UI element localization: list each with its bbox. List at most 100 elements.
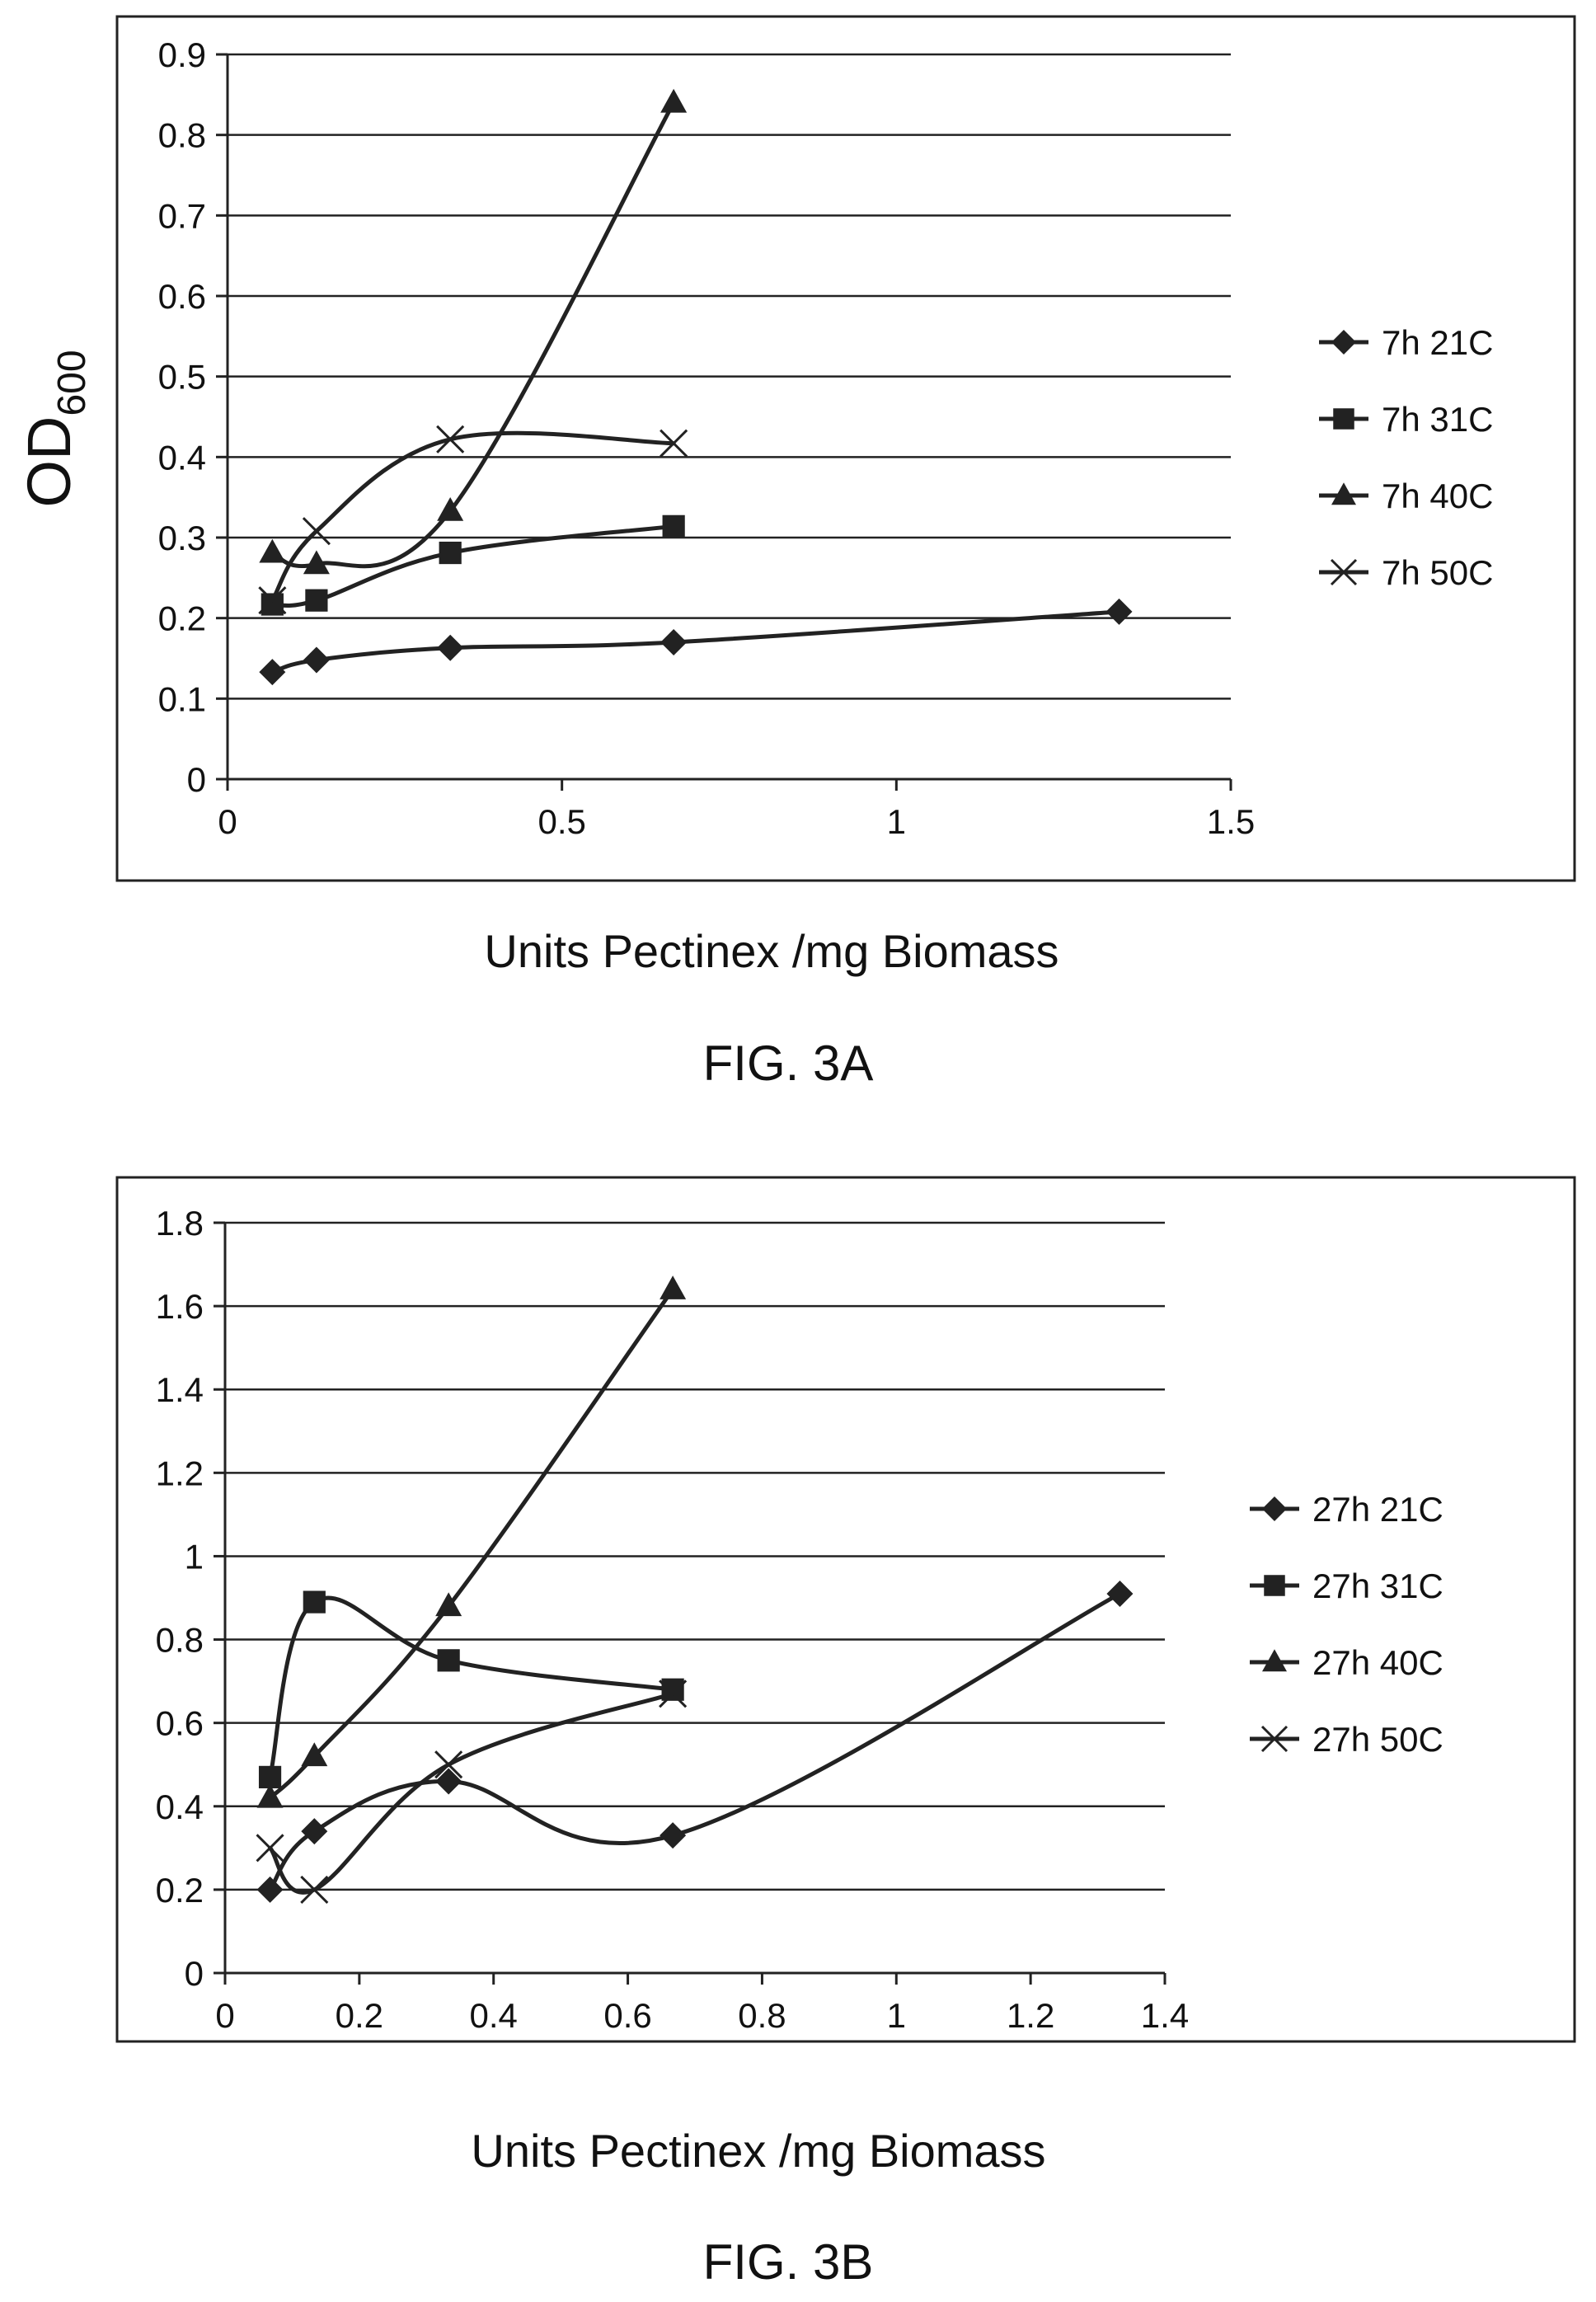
chart-3a-y-tick-label: 0.8 bbox=[158, 116, 206, 155]
chart-3b-y-tick-label: 1.6 bbox=[156, 1287, 204, 1326]
chart-3a-series-line bbox=[270, 101, 676, 569]
chart-3a-y-tick-label: 0.1 bbox=[158, 679, 206, 718]
chart-3a-gridlines bbox=[228, 53, 1231, 700]
chart-3b-x-tick-label: 1 bbox=[887, 1996, 906, 2035]
chart-3a-legend-item: 7h 50C bbox=[1319, 553, 1493, 592]
chart-3a-legend-label: 7h 21C bbox=[1382, 323, 1493, 362]
chart-3a-x-tick-label: 1 bbox=[887, 802, 906, 841]
chart-3a-y-axis-label-main: OD bbox=[15, 416, 83, 508]
chart-3b-data-point bbox=[660, 1275, 687, 1299]
chart-3a-series-line bbox=[270, 609, 1122, 674]
chart-3b-data-point bbox=[437, 1649, 460, 1672]
chart-3b-data-point bbox=[301, 1818, 328, 1845]
chart-3a-series-cross bbox=[258, 425, 688, 615]
chart-3b-frame bbox=[115, 1176, 1576, 2043]
chart-3b-data-point bbox=[434, 1750, 463, 1779]
chart-3b-series-square bbox=[258, 1590, 684, 1788]
chart-3a-y-ticks: 0 0.1 0.2 0.3 0.4 0.5 0.6 0.7 0.8 0.9 bbox=[158, 35, 228, 799]
chart-3b-series-line bbox=[268, 1595, 675, 1779]
chart-3a-series-triangle bbox=[259, 88, 688, 575]
chart-3b-data-point bbox=[660, 1822, 687, 1849]
chart-3b-data-point bbox=[256, 1834, 284, 1863]
chart-3a-data-point bbox=[662, 514, 685, 538]
chart-3a-legend-label: 7h 31C bbox=[1382, 400, 1493, 439]
chart-3a-y-tick-label: 0.3 bbox=[158, 519, 206, 557]
chart-3b-axes bbox=[223, 1223, 1165, 1975]
chart-3b-y-tick-label: 1.8 bbox=[156, 1204, 204, 1243]
chart-3b-series-line bbox=[268, 1287, 675, 1801]
chart-3a-series-line bbox=[270, 524, 676, 608]
chart-3a-y-axis-label: OD600 bbox=[15, 350, 94, 507]
chart-3b-y-tick-label: 0.6 bbox=[156, 1704, 204, 1743]
chart-3a-y-tick-label: 0.5 bbox=[158, 358, 206, 397]
chart-3b-y-tick-label: 1.4 bbox=[156, 1370, 204, 1409]
chart-3b-data-point bbox=[303, 1590, 326, 1614]
chart-3a-y-tick-label: 0 bbox=[187, 760, 206, 799]
chart-3a-legend-marker bbox=[1331, 482, 1356, 505]
chart-3a-series-line bbox=[270, 430, 676, 603]
chart-3b-x-tick-label: 0 bbox=[215, 1996, 234, 2035]
chart-3b-y-tick-label: 0.4 bbox=[156, 1788, 204, 1826]
chart-3b-x-tick-label: 0.8 bbox=[738, 1996, 786, 2035]
chart-3a-data-point bbox=[303, 550, 330, 575]
chart-3b-data-point bbox=[435, 1768, 462, 1795]
chart-3b-y-tick-label: 1 bbox=[185, 1537, 204, 1576]
chart-3b-series-cross bbox=[256, 1680, 688, 1904]
chart-3a-x-tick-label: 1.5 bbox=[1207, 802, 1255, 841]
chart-3a-data-point bbox=[436, 425, 465, 453]
chart-3a-y-tick-label: 0.2 bbox=[158, 599, 206, 638]
chart-3a-y-axis-label-sub: 600 bbox=[50, 350, 94, 416]
chart-3b-x-tick-label: 1.4 bbox=[1141, 1996, 1189, 2035]
chart-3a-legend: 7h 21C 7h 31C 7h 40C 7h 50C bbox=[1319, 323, 1493, 592]
chart-3b-x-ticks: 0 0.2 0.4 0.6 0.8 1 1.2 1.4 bbox=[215, 1973, 1189, 2035]
chart-3b-legend-label: 27h 40C bbox=[1312, 1643, 1443, 1682]
chart-3a-legend-item: 7h 40C bbox=[1319, 477, 1493, 515]
chart-3b-x-axis-label: Units Pectinex /mg Biomass bbox=[471, 2125, 1045, 2177]
chart-3a-data-point bbox=[1105, 598, 1133, 625]
chart-3a-data-point bbox=[259, 538, 286, 563]
chart-3a-data-point bbox=[437, 496, 464, 521]
chart-3b-data-point bbox=[435, 1592, 462, 1617]
chart-3b-legend-item: 27h 21C bbox=[1250, 1490, 1443, 1529]
chart-3a-y-tick-label: 0.4 bbox=[158, 438, 206, 477]
chart-3a-series bbox=[258, 88, 1133, 686]
chart-3b-caption: FIG. 3B bbox=[703, 2234, 874, 2290]
chart-3b-data-point bbox=[256, 1876, 284, 1903]
chart-3a-data-point bbox=[437, 634, 464, 661]
chart-3b-x-tick-label: 0.6 bbox=[603, 1996, 651, 2035]
chart-3b-data-point bbox=[300, 1875, 329, 1904]
chart-3b-gridlines bbox=[225, 1221, 1165, 1891]
chart-3b: 0 0.2 0.4 0.6 0.8 1 1.2 1.4 1.6 1.8 0 0.2 0.4 0.6 0.8… bbox=[115, 1176, 1576, 2290]
chart-3b-data-point bbox=[256, 1783, 284, 1808]
chart-3b-legend-marker bbox=[1264, 1575, 1285, 1596]
chart-3a-data-point bbox=[660, 429, 688, 458]
chart-3a-legend-item: 7h 21C bbox=[1319, 323, 1493, 362]
chart-3b-legend-item: 27h 40C bbox=[1250, 1643, 1443, 1682]
chart-3a-legend-item: 7h 31C bbox=[1319, 400, 1493, 439]
chart-3b-legend-label: 27h 50C bbox=[1312, 1720, 1443, 1759]
chart-3a-y-tick-label: 0.6 bbox=[158, 277, 206, 316]
chart-3a-data-point bbox=[302, 517, 331, 546]
chart-3b-legend-marker bbox=[1260, 1725, 1289, 1753]
chart-3a-legend-label: 7h 40C bbox=[1382, 477, 1493, 515]
chart-3b-legend-label: 27h 21C bbox=[1312, 1490, 1443, 1529]
chart-3b-legend-item: 27h 31C bbox=[1250, 1567, 1443, 1605]
chart-3b-x-tick-label: 1.2 bbox=[1007, 1996, 1054, 2035]
chart-3a-caption: FIG. 3A bbox=[703, 1036, 874, 1091]
chart-3a-legend-marker bbox=[1331, 330, 1356, 355]
chart-3b-x-tick-label: 0.4 bbox=[470, 1996, 518, 2035]
chart-3b-legend-label: 27h 31C bbox=[1312, 1567, 1443, 1605]
chart-3a-series-diamond bbox=[259, 598, 1133, 686]
chart-3b-data-point bbox=[1106, 1580, 1134, 1607]
chart-3b-y-tick-label: 0.8 bbox=[156, 1621, 204, 1660]
chart-3b-legend: 27h 21C 27h 31C 27h 40C 27h 50C bbox=[1250, 1490, 1443, 1759]
chart-3a-x-ticks: 0 0.5 1 1.5 bbox=[218, 779, 1255, 841]
chart-3a-frame bbox=[115, 15, 1576, 882]
chart-3b-data-point bbox=[301, 1742, 328, 1767]
chart-3a-series-square bbox=[261, 514, 685, 616]
chart-3b-y-tick-label: 1.2 bbox=[156, 1454, 204, 1492]
chart-3a-x-tick-label: 0 bbox=[218, 802, 237, 841]
chart-3a-data-point bbox=[259, 659, 286, 686]
chart-3a-legend-marker bbox=[1330, 558, 1358, 586]
